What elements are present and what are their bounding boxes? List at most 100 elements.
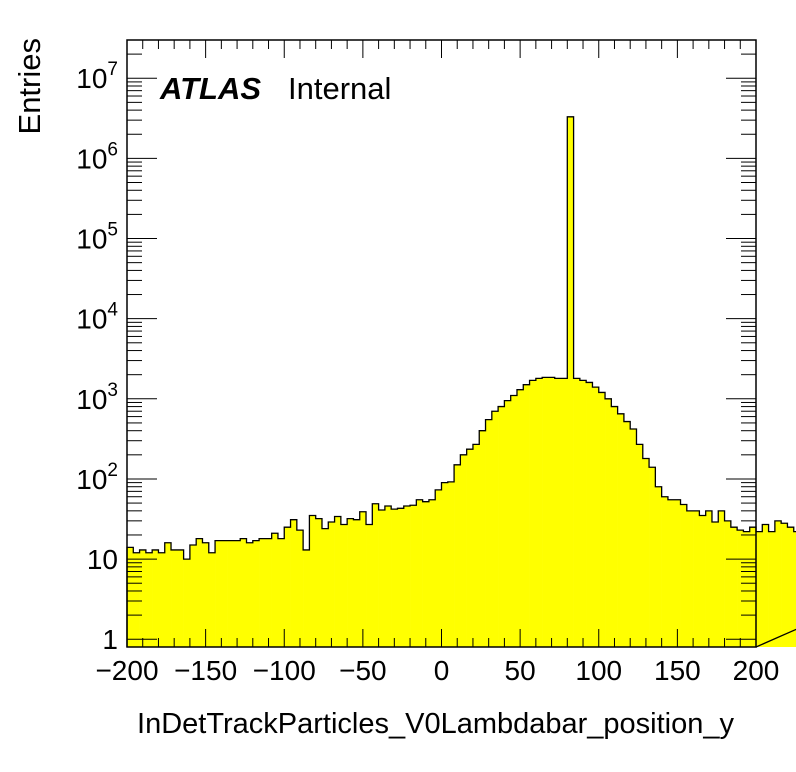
histogram-bar — [158, 552, 166, 647]
histogram-bar — [397, 508, 405, 647]
x-tick-label: −200 — [95, 655, 158, 686]
histogram-bar — [523, 384, 530, 647]
histogram-bar — [749, 527, 757, 647]
histogram-bar — [573, 378, 581, 647]
histogram-bar — [548, 377, 556, 647]
histogram-bar — [441, 482, 449, 647]
x-axis-label: InDetTrackParticles_V0Lambdabar_position… — [137, 708, 734, 740]
histogram-bar — [661, 496, 669, 647]
y-tick-label: 106 — [76, 139, 118, 174]
histogram-bar — [215, 540, 222, 647]
histogram-bar — [328, 522, 335, 647]
histogram-bar — [391, 509, 398, 647]
histogram-bar — [309, 515, 316, 647]
histogram-bar — [567, 116, 574, 648]
x-tick-label: 100 — [575, 655, 622, 686]
histogram-bar — [756, 531, 763, 647]
histogram-bar — [139, 549, 147, 647]
y-tick-label: 107 — [76, 59, 118, 94]
x-tick-label: −150 — [174, 655, 237, 686]
histogram-bar — [579, 380, 587, 647]
histogram-bar — [271, 533, 279, 647]
x-tick-label: −50 — [339, 655, 387, 686]
histogram-bar — [774, 520, 782, 647]
histogram-bar — [334, 516, 342, 647]
histogram-bar — [617, 413, 625, 647]
histogram-bar — [259, 538, 266, 647]
histogram-bar — [642, 458, 650, 647]
histogram-bar — [221, 540, 228, 647]
histogram-bars — [126, 116, 796, 648]
histogram-bar — [227, 540, 235, 647]
histogram-bar — [460, 454, 467, 647]
histogram-bar — [535, 378, 543, 647]
histogram-bar — [353, 519, 361, 647]
histogram-bar — [372, 503, 379, 647]
histogram-bar — [410, 505, 417, 647]
histogram-bar — [598, 392, 606, 647]
histogram-bar — [428, 499, 436, 647]
histogram-bar — [183, 559, 191, 647]
histogram-bar — [246, 542, 254, 647]
histogram-bar — [718, 510, 725, 647]
histogram-bar — [730, 527, 738, 647]
histogram-bar — [171, 549, 178, 647]
histogram-bar — [504, 400, 511, 647]
histogram-bar — [674, 499, 681, 647]
histogram-bar — [724, 520, 732, 647]
histogram-bar — [422, 501, 430, 647]
histogram-bar — [485, 419, 493, 647]
histogram-bar — [542, 377, 549, 647]
histogram-bar — [655, 486, 662, 647]
histogram-bar — [447, 481, 455, 647]
histogram-bar — [145, 552, 153, 647]
atlas-status-label: Internal — [288, 71, 391, 106]
histogram-bar — [554, 378, 562, 647]
plot-frame — [126, 39, 757, 648]
x-tick-label: 0 — [434, 655, 450, 686]
histogram-bar — [321, 528, 329, 647]
histogram-bar — [605, 398, 612, 647]
histogram-bar — [649, 467, 656, 647]
atlas-label: ATLAS — [159, 71, 261, 106]
histogram-bar — [133, 552, 140, 647]
histogram-bar — [265, 538, 272, 647]
x-tick-labels: −200 −150 −100 −50 0 50 100 150 200 — [95, 655, 779, 686]
histogram-bar — [623, 421, 631, 647]
histogram-bar — [686, 510, 694, 647]
x-tick-label: 150 — [654, 655, 701, 686]
y-tick-label: 105 — [76, 220, 118, 255]
histogram-bar — [693, 510, 700, 647]
histogram-bar — [680, 504, 688, 647]
x-tick-label: 50 — [505, 655, 536, 686]
histogram-outline — [126, 116, 796, 648]
y-axis-label: Entries — [12, 38, 47, 134]
histogram-bar — [252, 540, 260, 647]
histogram-bar — [435, 489, 442, 647]
histogram-bar — [699, 515, 706, 647]
histogram-bar — [152, 549, 159, 647]
x-tick-label: 200 — [733, 655, 780, 686]
y-tick-label: 102 — [76, 460, 118, 495]
histogram-bar — [303, 549, 310, 647]
histogram-bar — [793, 531, 796, 647]
histogram-bar — [667, 499, 675, 647]
histogram-bar — [586, 382, 593, 647]
histogram-bar — [277, 538, 285, 647]
histogram-bar — [366, 524, 373, 647]
histogram-bar — [347, 518, 354, 647]
histogram-bar — [529, 380, 537, 647]
histogram-bar — [454, 464, 461, 647]
histogram-bar — [561, 378, 568, 647]
histogram-bar — [737, 530, 744, 647]
histogram-bar — [233, 540, 241, 647]
y-tick-label: 104 — [76, 300, 118, 335]
histogram-bar — [378, 509, 386, 647]
histogram-bar — [743, 531, 751, 647]
histogram-bar — [466, 449, 474, 647]
histogram-bar — [127, 547, 134, 647]
histogram-bar — [630, 429, 637, 647]
histogram-bar — [177, 549, 184, 647]
y-tick-label: 103 — [76, 380, 118, 415]
